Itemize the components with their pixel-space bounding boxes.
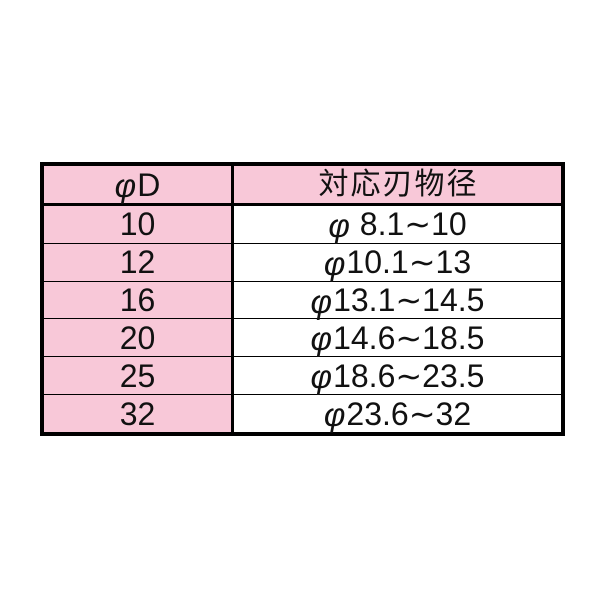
table-row: 10 φ 8.1∼10 xyxy=(44,206,561,244)
phi-symbol: φ xyxy=(323,396,346,434)
table-row: 20 φ 14.6∼18.5 xyxy=(44,319,561,358)
blade-range-value: 14.6∼18.5 xyxy=(333,319,485,356)
blade-range-value: 8.1∼10 xyxy=(350,206,467,243)
diameter-value: 32 xyxy=(119,395,156,432)
header-d-label: D xyxy=(137,166,161,203)
diameter-value: 12 xyxy=(119,244,156,281)
cell-blade-range: φ 8.1∼10 xyxy=(234,206,561,243)
phi-symbol: φ xyxy=(328,206,350,244)
cell-diameter: 16 xyxy=(44,281,234,319)
phi-symbol: φ xyxy=(310,358,333,396)
table-row: 32 φ 23.6∼32 xyxy=(44,395,561,432)
cell-blade-range: φ 18.6∼23.5 xyxy=(234,357,561,396)
phi-symbol: φ xyxy=(323,244,346,282)
diameter-value: 25 xyxy=(119,357,156,394)
cell-blade-range: φ 23.6∼32 xyxy=(234,395,561,432)
table-row: 16 φ 13.1∼14.5 xyxy=(44,281,561,320)
cell-diameter: 12 xyxy=(44,243,234,281)
blade-range-value: 18.6∼23.5 xyxy=(333,357,485,394)
cell-diameter: 32 xyxy=(44,395,234,432)
cell-diameter: 20 xyxy=(44,319,234,357)
table-row: 25 φ 18.6∼23.5 xyxy=(44,357,561,396)
cell-blade-range: φ 13.1∼14.5 xyxy=(234,281,561,320)
header-blade-range-label: 対応刃物径 xyxy=(318,167,479,201)
cell-diameter: 10 xyxy=(44,206,234,243)
phi-symbol: φ xyxy=(310,320,333,358)
blade-range-value: 10.1∼13 xyxy=(346,244,472,281)
diameter-value: 10 xyxy=(119,206,156,243)
phi-symbol: φ xyxy=(114,167,137,204)
header-cell-blade-range: 対応刃物径 xyxy=(234,166,561,203)
diameter-value: 20 xyxy=(119,319,156,356)
blade-range-value: 13.1∼14.5 xyxy=(333,282,485,319)
cell-blade-range: φ 10.1∼13 xyxy=(234,243,561,282)
diameter-value: 16 xyxy=(119,282,156,319)
blade-range-value: 23.6∼32 xyxy=(346,395,472,432)
cell-diameter: 25 xyxy=(44,357,234,395)
phi-symbol: φ xyxy=(310,282,333,320)
cell-blade-range: φ 14.6∼18.5 xyxy=(234,319,561,358)
table-row: 12 φ 10.1∼13 xyxy=(44,243,561,282)
